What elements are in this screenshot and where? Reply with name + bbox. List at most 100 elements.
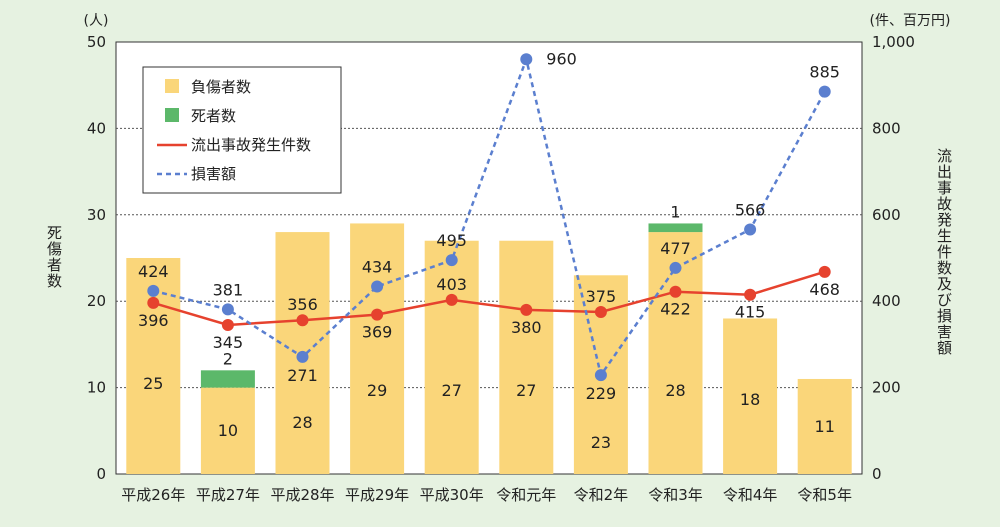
bar-value-label: 18 <box>740 390 760 409</box>
bar-value-label: 27 <box>442 381 462 400</box>
incident-value-label: 403 <box>436 275 467 294</box>
damage-value-label: 381 <box>213 280 244 299</box>
damage-point <box>744 223 757 236</box>
bar-value-label: 11 <box>815 417 835 436</box>
x-tick-label: 令和2年 <box>574 486 629 504</box>
legend-label: 死者数 <box>191 107 236 125</box>
damage-point <box>594 369 607 382</box>
bar-deaths <box>200 370 255 388</box>
legend-label: 流出事故発生件数 <box>191 136 311 154</box>
left-tick-label: 20 <box>87 292 106 310</box>
damage-point <box>371 280 384 293</box>
incidents-point <box>221 318 234 331</box>
bar-injured <box>200 387 255 474</box>
right-axis-unit: (件、百万円) <box>870 13 951 29</box>
damage-point <box>296 350 309 363</box>
legend-swatch <box>165 79 179 93</box>
incidents-point <box>669 285 682 298</box>
bar-deaths <box>648 223 703 233</box>
incident-value-label: 356 <box>287 295 318 314</box>
legend-swatch <box>165 108 179 122</box>
right-tick-label: 200 <box>872 379 901 397</box>
left-tick-label: 0 <box>96 465 106 483</box>
damage-value-label: 495 <box>436 231 467 250</box>
bar-value-label: 28 <box>292 413 312 432</box>
damage-point <box>445 254 458 267</box>
axes-layer: 0 10 20 30 40 50 0 200 400 600 800 1,000 (人) (件、百万円) 平… <box>84 13 951 504</box>
x-tick-label: 平成28年 <box>270 486 334 504</box>
incidents-point <box>520 303 533 316</box>
incident-value-label: 380 <box>511 318 542 337</box>
incident-value-label: 396 <box>138 311 169 330</box>
left-tick-label: 10 <box>87 379 106 397</box>
bar-value-label: 28 <box>665 381 685 400</box>
x-tick-label: 平成29年 <box>345 486 409 504</box>
bar-injured <box>499 240 554 474</box>
bar-injured <box>350 223 405 474</box>
x-tick-label: 令和5年 <box>797 486 852 504</box>
death-value-label: 1 <box>670 202 680 221</box>
data-labels-layer: 25 10 28 29 27 27 23 28 18 11 2 1 396 345 356 369 403 380… <box>138 49 840 452</box>
bar-value-label: 29 <box>367 381 387 400</box>
right-tick-label: 400 <box>872 292 901 310</box>
x-tick-label: 平成26年 <box>121 486 185 504</box>
incident-value-label: 369 <box>362 323 393 342</box>
left-axis-unit: (人) <box>84 13 109 29</box>
incident-value-label: 422 <box>660 300 691 319</box>
incidents-point <box>744 288 757 301</box>
legend-label: 負傷者数 <box>191 78 251 96</box>
damage-value-label: 960 <box>546 49 577 68</box>
damage-point <box>520 53 533 66</box>
left-tick-label: 30 <box>87 206 106 224</box>
incidents-point <box>818 265 831 278</box>
x-tick-label: 平成30年 <box>420 486 484 504</box>
incident-value-label: 468 <box>809 280 840 299</box>
left-axis-title: 死傷者数 <box>45 225 63 289</box>
x-tick-label: 平成27年 <box>196 486 260 504</box>
damage-value-label: 566 <box>735 200 766 219</box>
incidents-point <box>296 314 309 327</box>
damage-point <box>669 261 682 274</box>
bar-value-label: 23 <box>591 433 611 452</box>
line-series-layer <box>147 53 831 382</box>
damage-point <box>147 284 160 297</box>
damage-line <box>152 54 826 379</box>
left-tick-label: 50 <box>87 33 106 51</box>
x-tick-label: 令和3年 <box>648 486 703 504</box>
bar-injured <box>797 378 852 474</box>
damage-point <box>818 85 831 98</box>
damage-value-label: 271 <box>287 366 318 385</box>
incidents-line <box>152 270 826 327</box>
bar-value-label: 27 <box>516 381 536 400</box>
damage-point <box>221 303 234 316</box>
bar-value-label: 25 <box>143 374 163 393</box>
bar-injured <box>424 240 479 474</box>
bar-injured <box>723 318 778 474</box>
damage-value-label: 885 <box>809 63 840 82</box>
incidents-point <box>445 293 458 306</box>
legend-label: 損害額 <box>191 165 236 183</box>
damage-value-label: 424 <box>138 262 169 281</box>
incidents-point <box>147 296 160 309</box>
incident-value-label: 375 <box>586 287 617 306</box>
right-tick-label: 1,000 <box>872 33 915 51</box>
incidents-point <box>371 308 384 321</box>
incident-value-label: 345 <box>213 333 244 352</box>
bar-value-label: 10 <box>218 421 238 440</box>
right-tick-label: 600 <box>872 206 901 224</box>
x-tick-label: 令和元年 <box>496 486 556 504</box>
damage-value-label: 434 <box>362 258 393 277</box>
damage-value-label: 477 <box>660 239 691 258</box>
incidents-point <box>594 306 607 318</box>
left-tick-label: 40 <box>87 119 106 137</box>
right-tick-label: 0 <box>872 465 882 483</box>
x-tick-label: 令和4年 <box>723 486 778 504</box>
incident-value-label: 415 <box>735 303 766 322</box>
damage-value-label: 229 <box>586 384 617 403</box>
right-axis-title: 流出事故発生件数及び損害額 <box>935 148 953 356</box>
death-value-label: 2 <box>223 349 233 368</box>
right-tick-label: 800 <box>872 119 901 137</box>
